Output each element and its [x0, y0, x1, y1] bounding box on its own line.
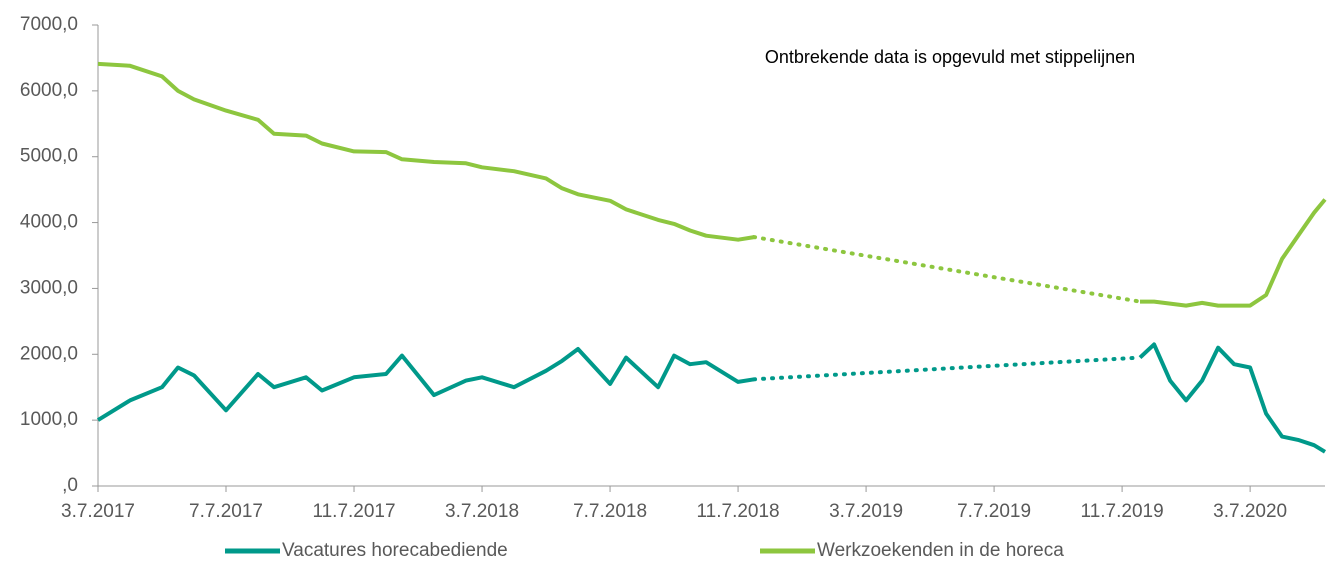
- x-tick-label: 3.7.2018: [445, 501, 519, 522]
- x-tick-label: 11.7.2017: [312, 501, 395, 522]
- legend-label: Werkzoekenden in de horeca: [817, 540, 1064, 561]
- series-line: [97, 61, 1327, 308]
- gap-fill-line: [752, 235, 1143, 304]
- y-tick-label: 2000,0: [20, 343, 78, 364]
- x-tick-label: 7.7.2019: [957, 501, 1031, 522]
- y-tick-label: 6000,0: [20, 80, 78, 101]
- x-tick-label: 11.7.2019: [1081, 501, 1164, 522]
- y-tick-label: ,0: [62, 475, 78, 496]
- x-tick-label: 11.7.2018: [697, 501, 780, 522]
- series-line: [96, 342, 1327, 454]
- legend-label: Vacatures horecabediende: [282, 540, 508, 561]
- x-tick-label: 3.7.2019: [829, 501, 903, 522]
- x-tick-label: 7.7.2018: [573, 501, 647, 522]
- x-tick-label: 3.7.2020: [1213, 501, 1287, 522]
- y-tick-label: 1000,0: [20, 409, 78, 430]
- y-tick-label: 7000,0: [20, 14, 78, 35]
- x-tick-label: 7.7.2017: [189, 501, 263, 522]
- y-tick-label: 5000,0: [20, 146, 78, 167]
- annotation: Ontbrekende data is opgevuld met stippel…: [765, 47, 1135, 67]
- gap-fill-line: [752, 355, 1143, 382]
- x-tick-label: 3.7.2017: [61, 501, 135, 522]
- y-tick-label: 4000,0: [20, 212, 78, 233]
- y-tick-label: 3000,0: [20, 277, 78, 298]
